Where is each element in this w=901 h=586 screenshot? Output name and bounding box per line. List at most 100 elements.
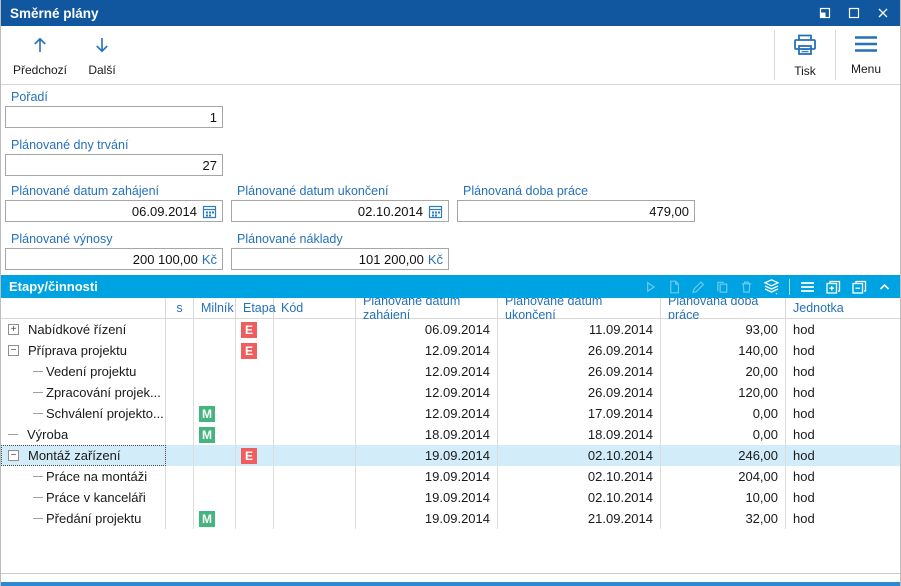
order-value: 1 [209,109,217,125]
restore-icon[interactable] [819,7,831,19]
print-button[interactable]: Tisk [775,26,835,84]
table-row[interactable]: Vedení projektu 12.09.2014 26.09.2014 20,00… [1,361,900,382]
tree-connector-line [33,371,43,372]
stage-name[interactable]: Práce na montáži [46,469,148,484]
stages-table: s Milník Etapa Kód Plánované datum zahájení P… [1,298,900,574]
cell-s [166,319,194,340]
arrow-up-icon [30,35,50,60]
cell-tree: Vedení projektu [1,361,166,382]
table-row[interactable]: Předání projektu M 19.09.2014 21.09.2014 32,… [1,508,900,529]
work-time-value: 479,00 [649,203,689,219]
layers-icon[interactable] [763,278,780,295]
collapse-panel-chevron-icon[interactable] [877,280,892,294]
cell-milnik [194,382,236,403]
cell-unit: hod [793,322,815,337]
expand-all-icon[interactable] [825,279,842,295]
stage-name[interactable]: Práce v kanceláři [46,490,146,505]
plan-form: Pořadí 1 Plánované dny trvání 27 Plánova… [1,85,900,270]
cell-tree: Práce v kanceláři [1,487,166,508]
work-time-field[interactable]: 479,00 [457,200,695,222]
tree-expand-icon[interactable]: + [8,324,19,335]
cell-etapa [236,466,274,487]
cell-etapa [236,424,274,445]
table-row[interactable]: Práce v kanceláři 19.09.2014 02.10.2014 10,… [1,487,900,508]
start-date-field[interactable]: 06.09.2014 [5,200,223,222]
column-header-etapa[interactable]: Etapa [236,298,276,318]
tree-connector-line [8,434,18,435]
table-row[interactable]: Výroba M 18.09.2014 18.09.2014 0,00 hod [1,424,900,445]
column-header-kod[interactable]: Kód [274,298,356,318]
table-row[interactable]: Zpracování projek... 12.09.2014 26.09.2014… [1,382,900,403]
cell-work-hours: 120,00 [661,382,786,403]
cell-kod [274,424,356,445]
stage-name[interactable]: Nabídkové řízení [28,322,127,337]
tree-collapse-icon[interactable]: − [8,450,19,461]
cell-end-date: 18.09.2014 [498,424,661,445]
calendar-icon[interactable] [202,204,217,219]
stage-name[interactable]: Předání projektu [46,511,142,526]
list-menu-icon[interactable] [799,279,816,295]
cell-end-date: 26.09.2014 [498,361,661,382]
close-icon[interactable] [877,7,889,19]
cell-work-hours: 140,00 [661,340,786,361]
next-button[interactable]: Další [71,26,133,84]
cell-etapa: E [236,445,274,466]
stage-name[interactable]: Výroba [27,427,69,442]
stage-name[interactable]: Schválení projekto... [46,406,164,421]
order-field[interactable]: 1 [5,106,223,128]
cell-milnik: M [194,424,236,445]
stage-name[interactable]: Příprava projektu [28,343,127,358]
end-date-field[interactable]: 02.10.2014 [231,200,449,222]
table-header-row: s Milník Etapa Kód Plánované datum zahájení P… [1,298,900,322]
cell-s [166,361,194,382]
start-date-value: 06.09.2014 [131,203,197,219]
cell-unit: hod [793,490,815,505]
tree-connector-line [33,413,43,414]
stage-name[interactable]: Zpracování projek... [46,385,161,400]
cell-work-hours: 93,00 [661,319,786,340]
calendar-icon[interactable] [428,204,443,219]
cell-s [166,424,194,445]
table-row[interactable]: − Příprava projektu E 12.09.2014 26.09.2014 1… [1,340,900,361]
column-header-s[interactable]: s [166,298,194,318]
cell-kod [274,508,356,529]
stage-name[interactable]: Montáž zařízení [28,448,121,463]
stage-name[interactable]: Vedení projektu [46,364,137,379]
table-row[interactable]: − Montáž zařízení E 19.09.2014 02.10.2014 246… [1,445,900,466]
cell-etapa [236,487,274,508]
revenues-field[interactable]: 200 100,00 Kč [5,248,223,270]
cell-milnik: M [194,508,236,529]
costs-field[interactable]: 101 200,00 Kč [231,248,449,270]
cell-end-date: 26.09.2014 [498,340,661,361]
menu-button[interactable]: Menu [836,26,896,84]
column-header-unit[interactable]: Jednotka [793,301,844,315]
milestone-badge: M [199,426,215,443]
copy-icon [715,279,730,295]
tree-collapse-icon[interactable]: − [8,345,19,356]
column-header-tree[interactable] [1,298,166,318]
column-header-work-hours[interactable]: Plánovaná doba práce [661,298,786,322]
column-header-milnik[interactable]: Milník [194,298,236,318]
cell-unit: hod [793,343,815,358]
stages-panel-toolbar [643,278,892,295]
currency-suffix: Kč [427,251,443,267]
collapse-all-icon[interactable] [851,279,868,295]
column-header-end-date[interactable]: Plánované datum ukončení [498,298,661,322]
revenues-label: Plánované výnosy [11,232,113,246]
order-label: Pořadí [11,90,48,104]
table-row[interactable]: Schválení projekto... M 12.09.2014 17.09.20… [1,403,900,424]
cell-milnik: M [194,403,236,424]
previous-button[interactable]: Předchozí [9,26,71,84]
planned-days-field[interactable]: 27 [5,154,223,176]
table-row[interactable]: + Nabídkové řízení E 06.09.2014 11.09.2014 93… [1,319,900,340]
cell-milnik [194,319,236,340]
maximize-icon[interactable] [848,7,860,19]
cell-s [166,508,194,529]
column-header-start-date[interactable]: Plánované datum zahájení [356,298,498,322]
window-controls [819,7,891,19]
stage-badge: E [241,321,257,338]
cell-etapa: E [236,319,274,340]
toolbar-right-group: Tisk Menu [774,26,900,84]
table-row[interactable]: Práce na montáži 19.09.2014 02.10.2014 204,… [1,466,900,487]
toolbar-separator [774,30,775,80]
